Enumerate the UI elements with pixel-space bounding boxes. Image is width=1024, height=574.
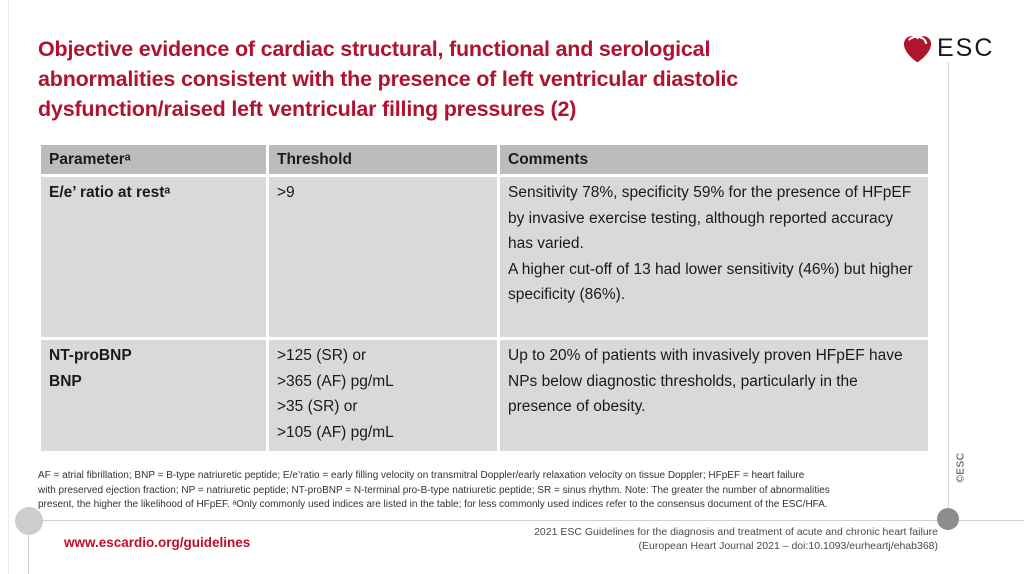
column-header-threshold: Threshold xyxy=(269,145,497,174)
cell-parameter-ntprobnp: NT-proBNP BNP xyxy=(41,340,266,451)
cell-threshold-ee-ratio: >9 xyxy=(269,177,497,337)
left-edge-line xyxy=(8,0,9,574)
decorative-dot-right xyxy=(937,508,959,530)
cell-comments-ee-ratio: Sensitivity 78%, specificity 59% for the… xyxy=(500,177,928,337)
table-header-row: Parameterᵃ Threshold Comments xyxy=(41,145,928,174)
right-vertical-divider xyxy=(948,62,949,520)
cell-parameter-ee-ratio: E/e’ ratio at restᵃ xyxy=(41,177,266,337)
table-row: E/e’ ratio at restᵃ >9 Sensitivity 78%, … xyxy=(41,177,928,337)
citation: 2021 ESC Guidelines for the diagnosis an… xyxy=(438,525,938,553)
esc-logo: ESC xyxy=(901,32,994,65)
cell-threshold-ntprobnp: >125 (SR) or >365 (AF) pg/mL >35 (SR) or… xyxy=(269,340,497,451)
footnote-line-1: AF = atrial fibrillation; BNP = B-type n… xyxy=(38,470,805,481)
esc-logo-text: ESC xyxy=(937,34,995,62)
column-header-comments: Comments xyxy=(500,145,928,174)
column-header-parameter: Parameterᵃ xyxy=(41,145,266,174)
escardio-guidelines-link[interactable]: www.escardio.org/guidelines xyxy=(64,535,251,550)
page-title-line-3: dysfunction/raised left ventricular fill… xyxy=(38,97,577,121)
decorative-dot-left xyxy=(15,507,43,535)
footer-divider-line xyxy=(29,520,1024,521)
page-title-line-1: Objective evidence of cardiac structural… xyxy=(38,37,711,61)
citation-line-1: 2021 ESC Guidelines for the diagnosis an… xyxy=(534,526,938,538)
left-bottom-vertical-divider xyxy=(28,521,29,574)
footnote-line-3: present, the higher the likelihood of HF… xyxy=(38,499,828,510)
page-title-line-2: abnormalities consistent with the presen… xyxy=(38,67,739,91)
copyright-esc-vertical: ©ESC xyxy=(955,452,967,483)
table-row: NT-proBNP BNP >125 (SR) or >365 (AF) pg/… xyxy=(41,340,928,451)
abbreviations-footnote: AF = atrial fibrillation; BNP = B-type n… xyxy=(38,469,943,513)
parameters-table: Parameterᵃ Threshold Comments E/e’ ratio… xyxy=(38,142,931,454)
page-title: Objective evidence of cardiac structural… xyxy=(38,34,878,124)
citation-line-2: (European Heart Journal 2021 – doi:10.10… xyxy=(638,540,938,552)
cell-comments-ntprobnp: Up to 20% of patients with invasively pr… xyxy=(500,340,928,451)
esc-heart-icon xyxy=(901,32,934,65)
footnote-line-2: with preserved ejection fraction; NP = n… xyxy=(38,484,830,496)
